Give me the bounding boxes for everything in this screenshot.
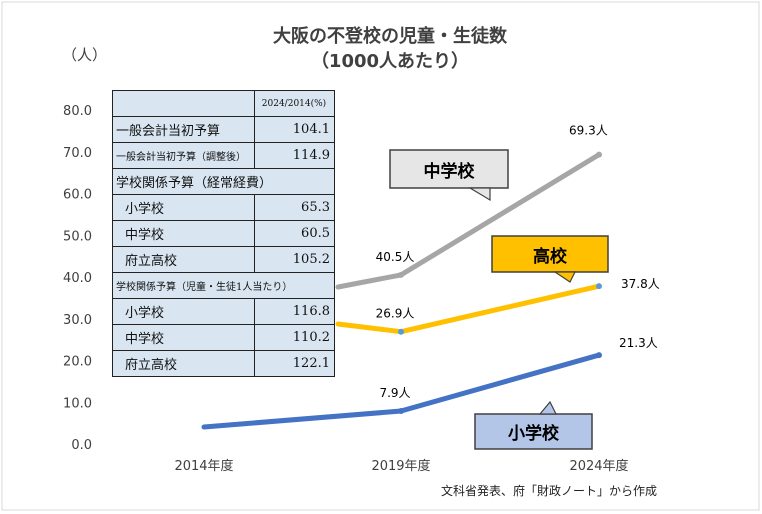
callout-box xyxy=(491,235,609,273)
callout-tail xyxy=(553,271,576,283)
data-label: 7.9人 xyxy=(379,386,410,400)
x-tick-label: 2014年度 xyxy=(174,458,233,474)
row-value: 60.5 xyxy=(254,220,335,247)
table-row: 小学校 65.3 xyxy=(112,194,335,221)
callout-tail xyxy=(467,187,491,202)
data-label: 40.5人 xyxy=(376,250,415,264)
callout-tail xyxy=(538,400,557,415)
callout-box xyxy=(474,413,593,450)
table-row: 小学校 116.8 xyxy=(112,298,335,325)
section-label: 学校関係予算（児童・生徒1人当たり） xyxy=(112,272,335,299)
row-label: 中学校 xyxy=(112,324,255,351)
row-value: 122.1 xyxy=(254,350,335,377)
section-label: 学校関係予算（経常経費） xyxy=(112,168,335,195)
table-row: 府立高校 122.1 xyxy=(112,350,335,377)
data-point xyxy=(596,352,602,359)
table-section-row: 学校関係予算（経常経費） xyxy=(112,168,335,195)
row-value: 105.2 xyxy=(254,246,335,273)
callout-elementary: 小学校 xyxy=(508,424,559,444)
table-header-ratio: 2024/2014(%) xyxy=(254,90,335,117)
row-value: 65.3 xyxy=(254,194,335,221)
row-value: 116.8 xyxy=(254,298,335,325)
x-tick-label: 2019年度 xyxy=(371,458,430,474)
data-label: 37.8人 xyxy=(621,277,660,291)
y-tick-label: 70.0 xyxy=(63,146,92,161)
table-header-blank xyxy=(112,90,255,117)
table-row: 中学校 110.2 xyxy=(112,324,335,351)
table-row: 一般会計当初予算（調整後） 114.9 xyxy=(112,142,335,169)
row-label: 小学校 xyxy=(112,194,255,221)
row-value: 104.1 xyxy=(254,116,335,143)
table-row: 府立高校 105.2 xyxy=(112,246,335,273)
chart-title: 大阪の不登校の児童・生徒数 xyxy=(273,26,507,47)
table-row: 中学校 60.5 xyxy=(112,220,335,247)
row-value: 110.2 xyxy=(254,324,335,351)
table-section-row: 学校関係予算（児童・生徒1人当たり） xyxy=(112,272,335,299)
y-axis-unit: （人） xyxy=(62,46,108,64)
row-value: 114.9 xyxy=(254,142,335,169)
data-point xyxy=(596,283,602,290)
y-tick-label: 60.0 xyxy=(63,188,92,203)
row-label: 府立高校 xyxy=(112,246,255,273)
y-tick-label: 80.0 xyxy=(63,104,92,119)
y-tick-label: 0.0 xyxy=(71,438,92,453)
table-row: 一般会計当初予算 104.1 xyxy=(112,116,335,143)
y-tick-label: 50.0 xyxy=(63,229,92,244)
data-point xyxy=(398,271,404,278)
row-label: 中学校 xyxy=(112,220,255,247)
row-label: 小学校 xyxy=(112,298,255,325)
row-label: 一般会計当初予算 xyxy=(112,116,255,143)
y-tick-label: 20.0 xyxy=(63,355,92,370)
chart-subtitle: （1000人あたり） xyxy=(310,51,470,72)
y-tick-label: 30.0 xyxy=(63,313,92,328)
data-label: 21.3人 xyxy=(619,336,658,350)
data-label: 69.3人 xyxy=(569,124,608,138)
x-tick-label: 2024年度 xyxy=(569,458,628,474)
budget-table: 2024/2014(%) 一般会計当初予算 104.1 一般会計当初予算（調整後… xyxy=(112,90,335,377)
data-point xyxy=(398,408,404,415)
data-point xyxy=(596,151,602,158)
y-tick-label: 40.0 xyxy=(63,271,92,286)
callout-junior-high: 中学校 xyxy=(423,161,475,182)
table-header-row: 2024/2014(%) xyxy=(112,90,335,117)
callout-box xyxy=(389,149,509,189)
row-label: 府立高校 xyxy=(112,350,255,377)
callout-high-school: 高校 xyxy=(533,246,567,267)
y-tick-label: 10.0 xyxy=(63,396,92,411)
data-label: 26.9人 xyxy=(376,307,415,321)
source-note: 文科省発表、府「財政ノート」から作成 xyxy=(441,484,658,498)
row-label: 一般会計当初予算（調整後） xyxy=(112,142,255,169)
data-point xyxy=(398,328,404,335)
